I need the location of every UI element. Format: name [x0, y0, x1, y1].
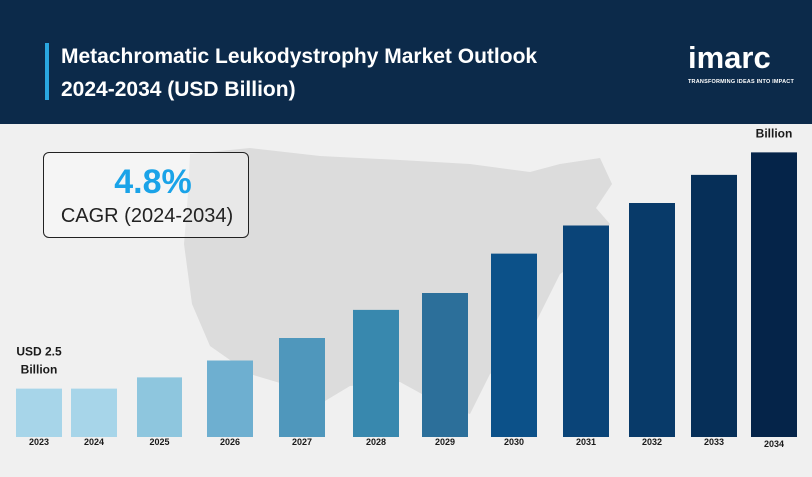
x-tick-2029: 2029 — [435, 437, 455, 447]
cagr-value: 4.8% — [114, 163, 192, 201]
bars-group — [16, 152, 797, 437]
cagr-callout-box: 4.8% CAGR (2024-2034) — [43, 152, 249, 238]
title-accent-bar — [45, 43, 49, 100]
title-line-2: 2024-2034 (USD Billion) — [61, 78, 296, 101]
x-tick-2027: 2027 — [292, 437, 312, 447]
logo-tagline: TRANSFORMING IDEAS INTO IMPACT — [688, 79, 795, 85]
annotation-2023-line1: USD 2.5 — [16, 345, 62, 359]
imarc-logo: imarc TRANSFORMING IDEAS INTO IMPACT — [688, 40, 796, 92]
bar-2027 — [279, 338, 325, 437]
bar-2033 — [691, 174, 737, 437]
market-bar-chart: 2023 2024 2025 2026 2027 2028 2029 2030 2031 2032… — [16, 126, 797, 449]
x-tick-2025: 2025 — [149, 437, 169, 447]
bar-2023 — [16, 388, 62, 437]
cagr-label: CAGR (2024-2034) — [60, 205, 234, 227]
bar-2024 — [71, 388, 117, 437]
logo-wordmark: imarc — [688, 40, 771, 75]
x-tick-2023: 2023 — [29, 437, 49, 447]
bar-2029 — [422, 293, 468, 437]
bar-2026 — [207, 360, 253, 437]
x-tick-2032: 2032 — [642, 437, 662, 447]
x-tick-labels-group: 2023 2024 2025 2026 2027 2028 2029 2030 2031 2032… — [29, 437, 784, 449]
annotation-2023-line2: Billion — [21, 363, 58, 377]
x-tick-2031: 2031 — [576, 437, 596, 447]
x-tick-2030: 2030 — [504, 437, 524, 447]
x-tick-2026: 2026 — [220, 437, 240, 447]
bar-2032 — [629, 203, 675, 437]
header-banner: Metachromatic Leukodystrophy Market Outl… — [0, 0, 812, 124]
bar-2030 — [491, 253, 537, 437]
bar-2025 — [137, 377, 182, 437]
annotation-2034-line2: Billion — [756, 126, 793, 140]
x-tick-2033: 2033 — [704, 437, 724, 447]
bar-2028 — [353, 309, 399, 437]
bar-2031 — [563, 225, 609, 437]
page-title: Metachromatic Leukodystrophy Market Outl… — [61, 40, 621, 106]
title-line-1: Metachromatic Leukodystrophy Market Outl… — [61, 45, 538, 68]
x-tick-2028: 2028 — [366, 437, 386, 447]
value-annotations-group: USD 2.5BillionUSD 4.2Billion — [16, 126, 793, 377]
x-tick-2034: 2034 — [764, 439, 784, 449]
bar-2034 — [751, 152, 797, 437]
x-tick-2024: 2024 — [84, 437, 104, 447]
